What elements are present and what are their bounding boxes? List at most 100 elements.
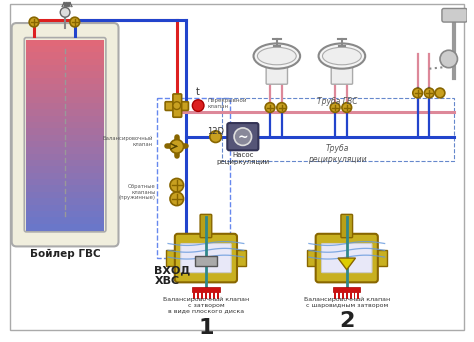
Text: ~: ~ — [237, 131, 248, 144]
Text: Бойлер ГВС: Бойлер ГВС — [30, 249, 100, 260]
Bar — [197, 292, 199, 299]
FancyBboxPatch shape — [331, 65, 353, 84]
Bar — [346, 292, 348, 299]
Circle shape — [173, 102, 181, 109]
Text: Труба ГВС: Труба ГВС — [317, 96, 357, 106]
Circle shape — [413, 88, 422, 98]
Bar — [26, 46, 104, 53]
Circle shape — [424, 88, 434, 98]
Bar — [26, 116, 104, 123]
Circle shape — [70, 17, 80, 27]
Text: Обратные
клапаны
(пружинные): Обратные клапаны (пружинные) — [118, 184, 155, 200]
Bar — [209, 292, 211, 299]
Bar — [333, 287, 360, 292]
FancyBboxPatch shape — [175, 234, 237, 282]
Circle shape — [60, 8, 70, 17]
Bar — [26, 122, 104, 129]
Circle shape — [170, 140, 183, 153]
Text: 2: 2 — [339, 312, 355, 331]
Bar — [26, 84, 104, 91]
Bar — [342, 292, 344, 299]
Bar — [26, 128, 104, 136]
Bar — [26, 167, 104, 174]
Bar — [307, 250, 320, 266]
Circle shape — [29, 17, 39, 27]
Text: Балансировочный клапан
с затвором
в виде плоского диска: Балансировочный клапан с затвором в виде… — [163, 297, 249, 314]
Polygon shape — [338, 258, 356, 270]
FancyBboxPatch shape — [341, 214, 353, 238]
Bar — [26, 109, 104, 117]
Ellipse shape — [319, 43, 365, 69]
Bar — [26, 217, 104, 225]
Circle shape — [440, 50, 457, 68]
FancyBboxPatch shape — [228, 123, 258, 150]
Text: Труба
рециркуляции: Труба рециркуляции — [308, 144, 366, 164]
Bar — [26, 71, 104, 79]
Bar — [26, 154, 104, 161]
Text: 1: 1 — [198, 318, 214, 338]
Bar — [26, 224, 104, 231]
Text: 12D: 12D — [207, 127, 224, 136]
Bar — [26, 97, 104, 104]
FancyBboxPatch shape — [266, 65, 288, 84]
Bar — [205, 292, 207, 299]
Circle shape — [192, 100, 204, 111]
Bar — [166, 250, 180, 266]
Circle shape — [330, 103, 340, 113]
Bar — [26, 147, 104, 155]
Bar — [26, 78, 104, 85]
Bar — [26, 211, 104, 218]
Bar — [26, 185, 104, 193]
Circle shape — [265, 103, 275, 113]
Circle shape — [277, 103, 286, 113]
Circle shape — [170, 179, 183, 192]
Bar — [26, 58, 104, 66]
Text: Насос
рециркуляции: Насос рециркуляции — [216, 152, 269, 165]
Bar — [373, 250, 387, 266]
FancyBboxPatch shape — [165, 102, 189, 110]
Circle shape — [435, 88, 445, 98]
Bar — [354, 292, 356, 299]
Ellipse shape — [322, 47, 361, 65]
Bar — [26, 90, 104, 97]
Text: t: t — [196, 87, 200, 97]
Bar — [26, 135, 104, 142]
Ellipse shape — [257, 47, 296, 65]
Bar — [338, 292, 340, 299]
FancyBboxPatch shape — [12, 23, 118, 247]
Bar — [26, 65, 104, 72]
Circle shape — [234, 128, 252, 145]
Bar — [357, 292, 359, 299]
FancyBboxPatch shape — [316, 234, 378, 282]
Bar — [157, 98, 230, 258]
Bar — [26, 141, 104, 148]
Bar — [192, 287, 219, 292]
Text: Балансировочный клапан
с шаровидным затвором: Балансировочный клапан с шаровидным затв… — [304, 297, 390, 308]
Bar — [26, 198, 104, 206]
Bar — [26, 179, 104, 186]
Bar — [195, 256, 217, 266]
Bar — [334, 292, 336, 299]
FancyBboxPatch shape — [200, 214, 212, 238]
Bar — [350, 292, 352, 299]
Bar — [26, 103, 104, 110]
Circle shape — [342, 103, 352, 113]
Bar — [26, 205, 104, 212]
Bar — [26, 40, 104, 47]
Bar — [26, 160, 104, 168]
Bar — [222, 98, 454, 161]
FancyBboxPatch shape — [181, 244, 231, 273]
Bar — [201, 292, 203, 299]
FancyBboxPatch shape — [321, 244, 372, 273]
FancyBboxPatch shape — [173, 94, 182, 117]
Bar — [213, 292, 215, 299]
Circle shape — [170, 192, 183, 206]
Bar — [26, 192, 104, 199]
Bar — [232, 250, 246, 266]
Bar — [217, 292, 219, 299]
Bar — [193, 292, 195, 299]
Circle shape — [210, 131, 221, 143]
FancyBboxPatch shape — [442, 9, 467, 22]
Text: ВХОД
ХВС: ВХОД ХВС — [155, 265, 191, 287]
Bar — [26, 52, 104, 60]
